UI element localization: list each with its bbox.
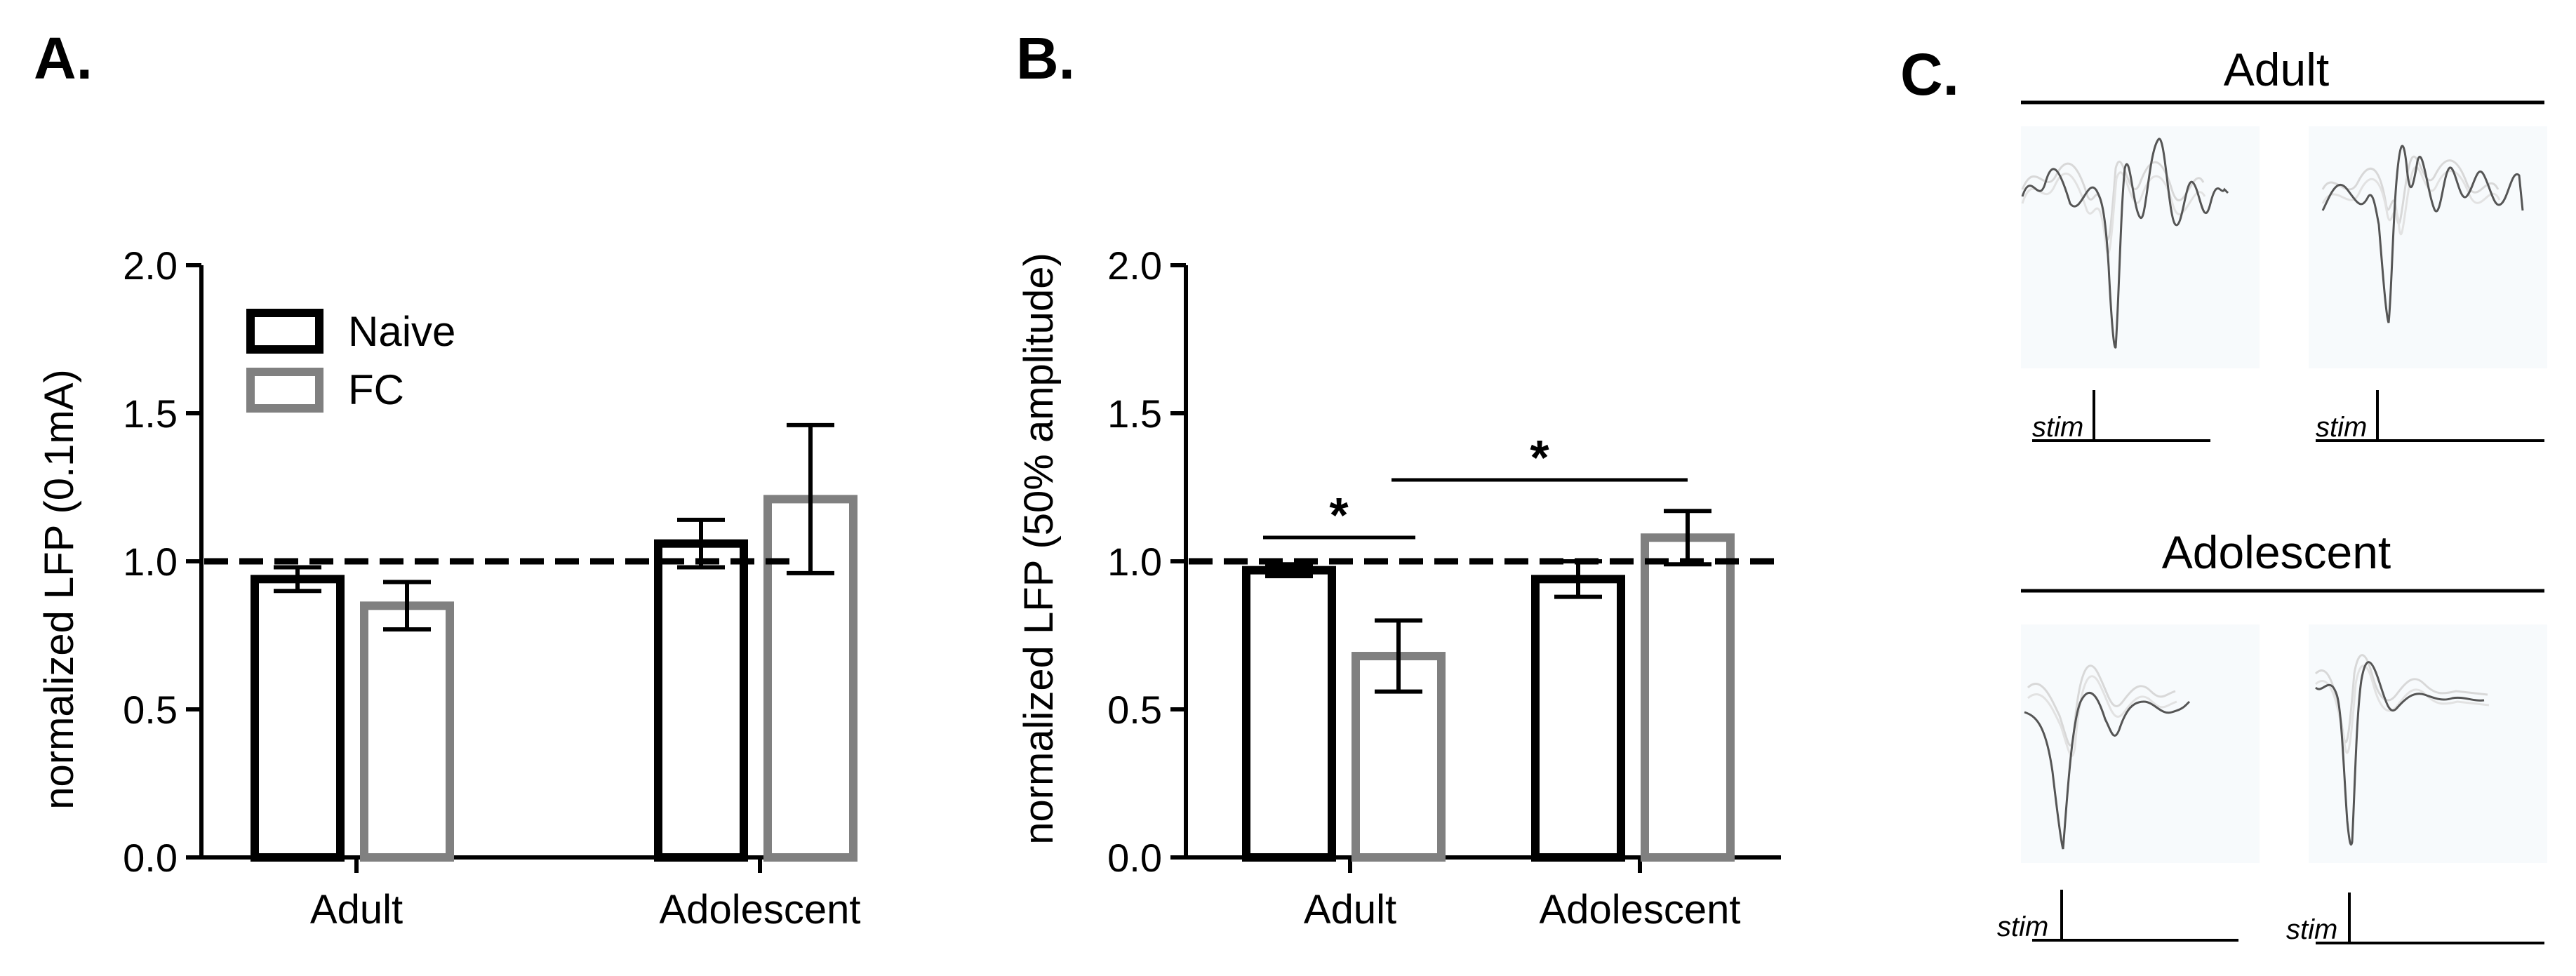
legend-swatch-naive <box>246 309 323 354</box>
trace-average-waveform <box>2024 692 2191 850</box>
bar-naive-adult <box>251 575 345 862</box>
significance-markers: * * <box>1263 430 1688 542</box>
panel-a-category-labels: Adult Adolescent <box>310 887 861 932</box>
panel-a-bars <box>251 495 857 862</box>
y-tick-label: 0.0 <box>1107 836 1162 880</box>
stim-label: stim <box>2286 914 2337 945</box>
panel-a-error-bars <box>274 422 834 632</box>
trace-faint-sweeps <box>2321 155 2500 225</box>
category-label-adolescent: Adolescent <box>1540 887 1741 932</box>
bar-naive-adolescent <box>654 539 748 862</box>
legend-label-fc: FC <box>348 366 404 413</box>
trace-average-waveform <box>2021 138 2229 349</box>
panel-a: A. normalized LFP (0.1mA) 0.0 0.5 1.0 1.5 2.… <box>34 25 860 932</box>
panel-b-category-labels: Adult Adolescent <box>1304 887 1741 932</box>
trace-group-title-adult: Adult <box>2224 44 2329 95</box>
panel-b-y-ticks: 0.0 0.5 1.0 1.5 2.0 <box>1107 243 1186 880</box>
y-tick-label: 1.5 <box>1107 392 1162 436</box>
sig-star-adult: * <box>1329 488 1349 542</box>
trace-faint-sweeps <box>2021 171 2206 255</box>
y-tick-label: 1.5 <box>123 392 178 436</box>
trace-faint-sweeps <box>2321 166 2501 236</box>
legend-swatch-fc <box>246 368 323 413</box>
panel-c: C. Adult stim stim Adolescent stim <box>1900 41 2547 945</box>
y-tick-label: 1.0 <box>1107 540 1162 584</box>
sig-star-fc: * <box>1530 430 1549 485</box>
trace-faint-sweeps <box>2021 161 2205 241</box>
panel-b-y-axis-title: normalized LFP (50% amplitude) <box>1016 253 1062 845</box>
trace-average-waveform <box>2321 145 2524 323</box>
y-tick-label: 1.0 <box>123 540 178 584</box>
trace-background <box>2309 126 2547 368</box>
bar-naive-adolescent <box>1531 575 1625 862</box>
panel-b-label: B. <box>1016 25 1075 91</box>
y-tick-label: 0.5 <box>1107 688 1162 732</box>
y-tick-label: 2.0 <box>1107 243 1162 288</box>
legend-label-naive: Naive <box>348 308 455 355</box>
panel-c-label: C. <box>1900 41 1959 107</box>
stim-label: stim <box>1997 911 2048 942</box>
bar-naive-adult <box>1242 566 1336 862</box>
trace-faint-sweeps <box>2027 675 2177 757</box>
stim-label: stim <box>2316 412 2367 443</box>
legend: Naive FC <box>246 308 455 413</box>
bar-fc-adolescent <box>1641 533 1735 862</box>
panel-a-y-ticks: 0.0 0.5 1.0 1.5 2.0 <box>123 243 201 880</box>
category-label-adult: Adult <box>310 887 403 932</box>
panel-a-y-axis-title: normalized LFP (0.1mA) <box>36 369 82 810</box>
y-tick-label: 0.0 <box>123 836 178 880</box>
y-tick-label: 2.0 <box>123 243 178 288</box>
panel-b-bars <box>1242 533 1735 862</box>
y-tick-label: 0.5 <box>123 688 178 732</box>
trace-average-waveform <box>2314 661 2485 846</box>
category-label-adult: Adult <box>1304 887 1396 932</box>
bar-fc-adult <box>360 601 454 862</box>
panel-b: B. normalized LFP (50% amplitude) 0.0 0.5… <box>1016 25 1781 932</box>
category-label-adolescent: Adolescent <box>660 887 861 932</box>
panel-a-label: A. <box>34 25 93 91</box>
trace-group-title-adolescent: Adolescent <box>2162 526 2391 578</box>
trace-faint-sweeps <box>2027 664 2176 747</box>
stim-label: stim <box>2032 412 2083 443</box>
trace-background <box>2021 624 2260 863</box>
trace-background <box>2021 126 2260 368</box>
